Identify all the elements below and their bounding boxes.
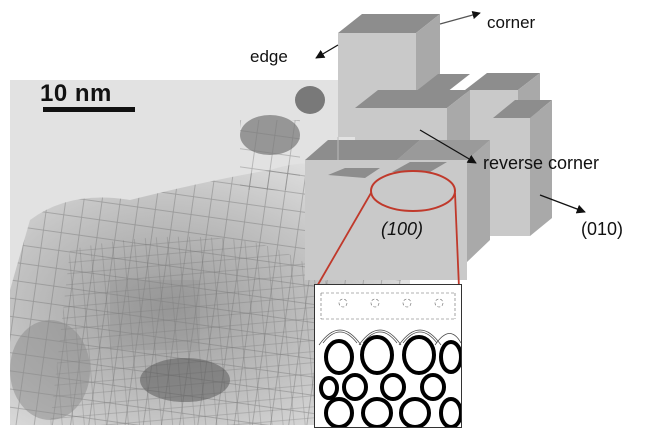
- face-010-label: (010): [581, 219, 624, 239]
- corner-arrow: [439, 10, 481, 25]
- face-100-label: (100): [381, 219, 424, 239]
- edge-arrow: [315, 44, 339, 59]
- face-100-highlight: [370, 170, 456, 212]
- reverse-corner-arrow: [419, 129, 477, 164]
- edge-label: edge: [250, 47, 288, 66]
- corner-label: corner: [487, 13, 536, 32]
- field-contour-inset: [314, 284, 462, 428]
- reverse-corner-label: reverse corner: [483, 153, 600, 173]
- face-010-arrow: [539, 194, 586, 214]
- scale-bar-label: 10 nm: [40, 80, 112, 107]
- scale-bar: [43, 107, 135, 112]
